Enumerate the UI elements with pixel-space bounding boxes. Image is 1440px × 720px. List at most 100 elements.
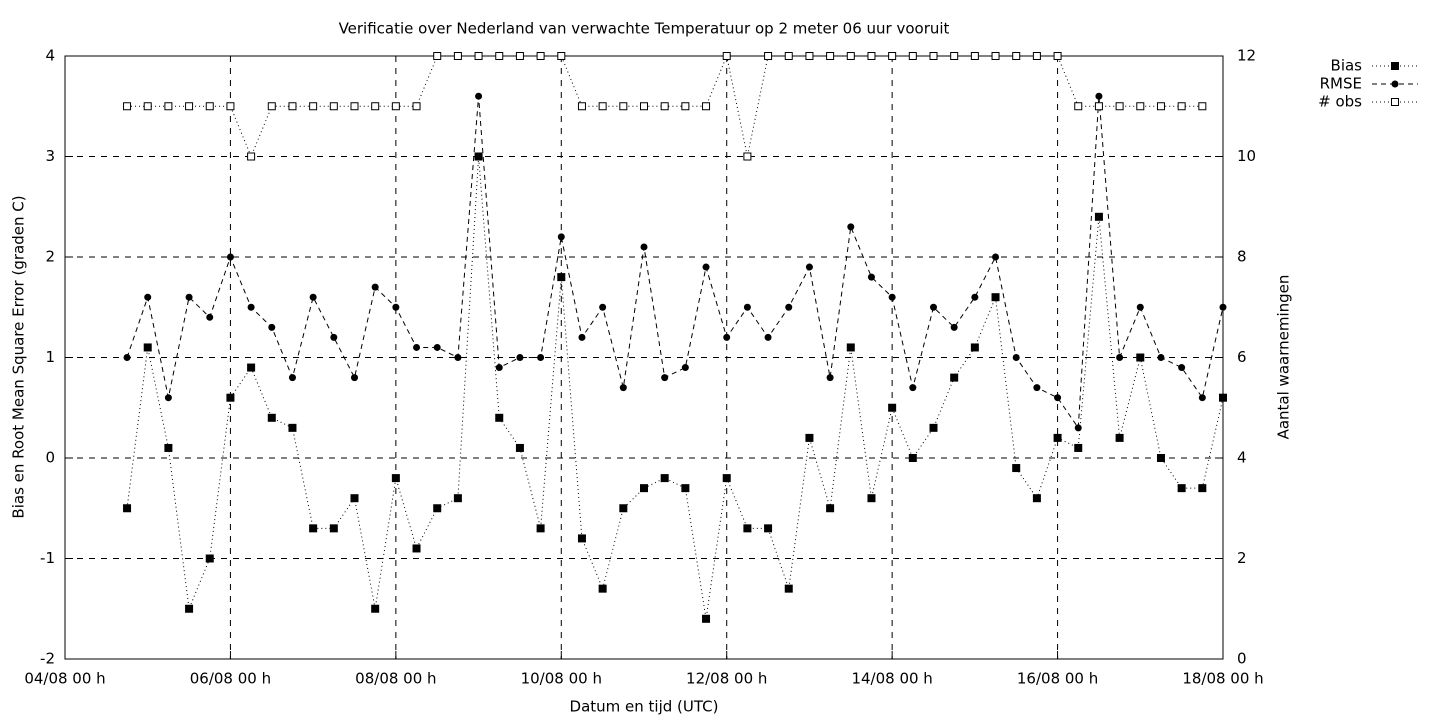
data-point xyxy=(350,494,359,503)
data-point xyxy=(1053,52,1062,60)
data-point xyxy=(1115,433,1124,442)
data-point xyxy=(268,323,276,331)
data-point xyxy=(1156,102,1165,111)
data-point xyxy=(764,333,772,341)
data-point xyxy=(288,374,296,382)
data-point xyxy=(454,354,462,361)
data-point xyxy=(619,102,628,111)
data-point xyxy=(970,343,979,352)
data-point xyxy=(1074,424,1082,432)
data-point xyxy=(309,524,318,533)
data-point xyxy=(392,303,400,311)
data-point xyxy=(722,474,731,483)
data-point xyxy=(743,524,752,533)
y-axis-label: Bias en Root Mean Square Error (graden C… xyxy=(10,195,28,518)
data-point xyxy=(475,92,483,100)
data-point xyxy=(743,303,751,311)
data-point xyxy=(267,102,276,111)
data-point xyxy=(1136,303,1144,311)
data-point xyxy=(1032,494,1041,503)
data-point xyxy=(1012,52,1021,60)
data-point xyxy=(1219,393,1227,402)
data-point xyxy=(185,604,194,613)
y2-tick-label: 6 xyxy=(1237,348,1247,366)
chart-title: Verificatie over Nederland van verwachte… xyxy=(339,20,950,38)
data-point xyxy=(867,273,875,281)
data-point xyxy=(371,283,379,291)
y-tick-label: 3 xyxy=(45,147,55,165)
data-point xyxy=(826,374,834,382)
data-point xyxy=(495,52,504,60)
data-point xyxy=(681,102,690,111)
x-tick-label: 10/08 00 h xyxy=(521,670,602,688)
data-point xyxy=(847,223,855,231)
data-point xyxy=(433,343,441,351)
data-point xyxy=(1033,384,1041,392)
data-point xyxy=(598,584,607,593)
y-tick-label: -2 xyxy=(40,650,55,668)
data-point xyxy=(660,474,669,483)
data-point xyxy=(1095,92,1103,100)
data-point xyxy=(702,614,711,623)
data-point xyxy=(267,413,276,422)
data-point xyxy=(619,384,627,392)
data-point xyxy=(1178,364,1186,372)
series-line xyxy=(126,96,1224,430)
data-point xyxy=(1116,354,1124,361)
data-point xyxy=(826,504,835,513)
data-point xyxy=(681,364,689,372)
x-tick-label: 06/08 00 h xyxy=(190,670,271,688)
data-point xyxy=(1094,212,1103,221)
data-point xyxy=(371,604,380,613)
data-point xyxy=(661,374,669,382)
data-point xyxy=(537,354,545,361)
data-point xyxy=(185,293,193,301)
y-tick-label: 1 xyxy=(45,348,55,366)
data-point xyxy=(826,52,835,60)
data-point xyxy=(495,364,503,372)
data-point xyxy=(991,52,1000,60)
data-point xyxy=(1074,443,1083,452)
data-point xyxy=(785,303,793,311)
data-point xyxy=(702,102,711,111)
data-point xyxy=(888,52,897,60)
data-point xyxy=(474,152,483,161)
data-point xyxy=(681,484,690,493)
data-point xyxy=(970,52,979,60)
data-point xyxy=(1177,484,1186,493)
data-point xyxy=(598,102,607,111)
data-point xyxy=(1074,102,1083,111)
data-point xyxy=(867,494,876,503)
data-point xyxy=(557,273,566,282)
data-point xyxy=(723,333,731,341)
data-point xyxy=(123,504,132,513)
data-point xyxy=(288,102,297,111)
data-point xyxy=(536,52,545,60)
data-point xyxy=(495,413,504,422)
data-point xyxy=(971,293,979,301)
data-point xyxy=(309,293,317,301)
data-point xyxy=(930,303,937,311)
data-point xyxy=(1177,102,1186,111)
series-line xyxy=(126,156,1224,619)
data-point xyxy=(1157,354,1165,361)
data-point xyxy=(557,233,565,241)
legend-label: RMSE xyxy=(1320,75,1362,93)
data-point xyxy=(764,52,773,60)
data-point xyxy=(1094,102,1103,111)
data-point xyxy=(1054,394,1062,402)
data-point xyxy=(288,423,297,432)
data-point xyxy=(805,52,814,60)
data-point xyxy=(950,373,959,382)
data-point xyxy=(247,303,255,311)
data-point xyxy=(164,443,173,452)
y2-tick-label: 2 xyxy=(1237,549,1247,567)
data-point xyxy=(143,343,152,352)
data-point xyxy=(1156,454,1165,462)
data-point xyxy=(1198,102,1207,111)
data-point xyxy=(350,102,359,111)
data-point xyxy=(516,354,524,361)
data-point xyxy=(743,152,752,161)
y2-tick-label: 10 xyxy=(1237,147,1256,165)
